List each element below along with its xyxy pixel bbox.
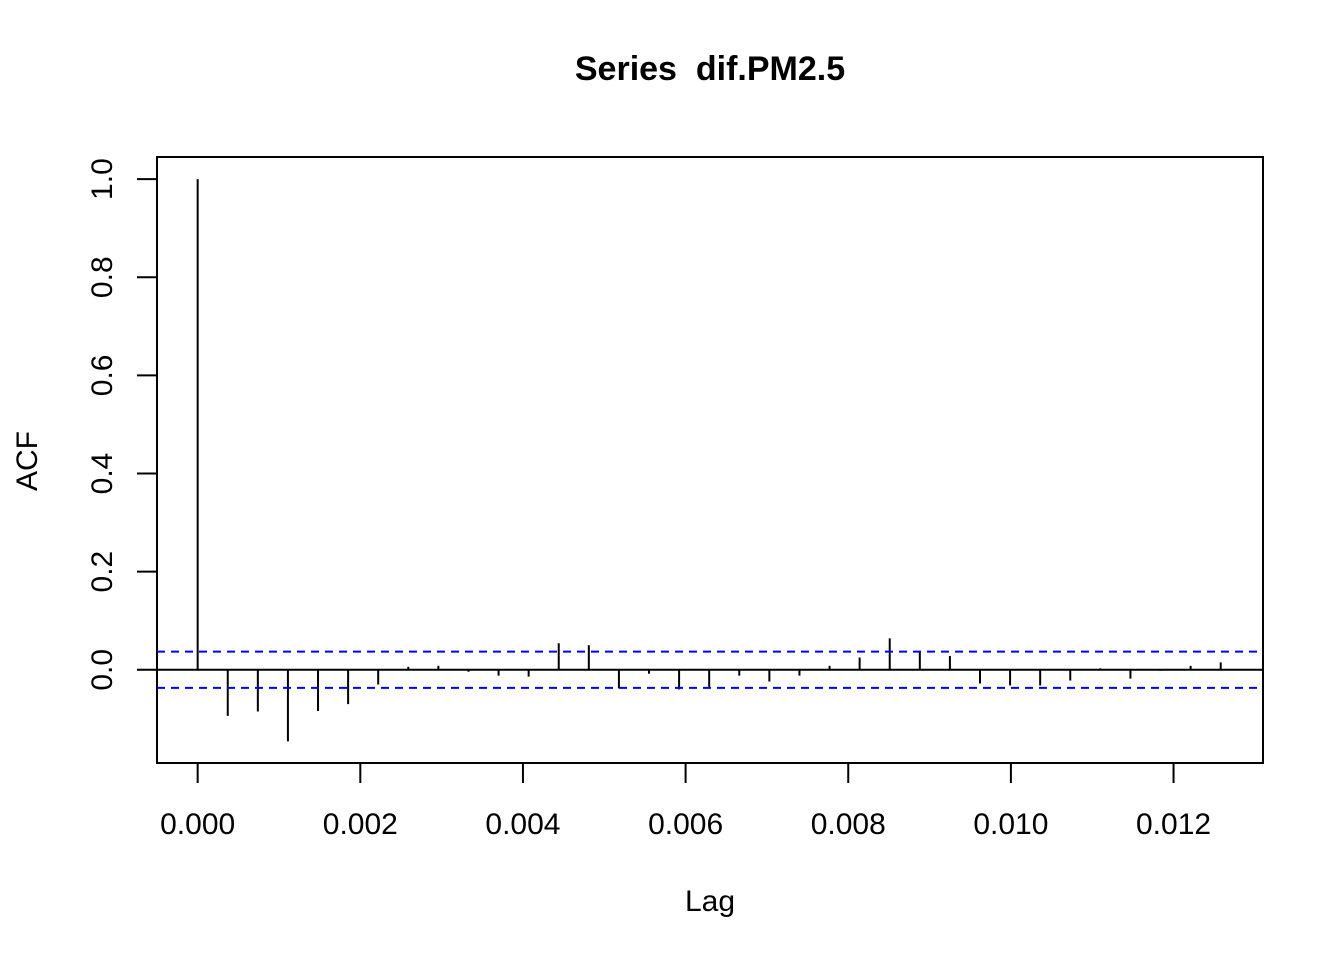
y-tick-label: 0.6 [86, 354, 119, 396]
y-tick-label: 0.4 [86, 453, 119, 495]
x-tick-label: 0.012 [1136, 808, 1211, 841]
x-axis: 0.000 0.002 0.004 0.006 0.008 0.010 0.012 [160, 763, 1211, 841]
y-tick-label: 0.0 [86, 649, 119, 691]
x-tick-label: 0.006 [648, 808, 723, 841]
confidence-bounds [157, 650, 1263, 689]
y-axis-label: ACF [11, 431, 44, 491]
y-tick-label: 0.2 [86, 551, 119, 593]
x-tick-label: 0.000 [160, 808, 235, 841]
x-tick-label: 0.004 [485, 808, 560, 841]
x-tick-label: 0.010 [973, 808, 1048, 841]
y-axis: 0.0 0.2 0.4 0.6 0.8 1.0 [86, 158, 157, 691]
x-tick-label: 0.002 [323, 808, 398, 841]
y-tick-label: 1.0 [86, 158, 119, 200]
x-axis-label: Lag [685, 885, 735, 918]
acf-bars [157, 179, 1263, 742]
chart-title: Series dif.PM2.5 [575, 50, 845, 88]
plot-frame [156, 156, 1264, 764]
x-tick-label: 0.008 [811, 808, 886, 841]
y-tick-label: 0.8 [86, 256, 119, 298]
